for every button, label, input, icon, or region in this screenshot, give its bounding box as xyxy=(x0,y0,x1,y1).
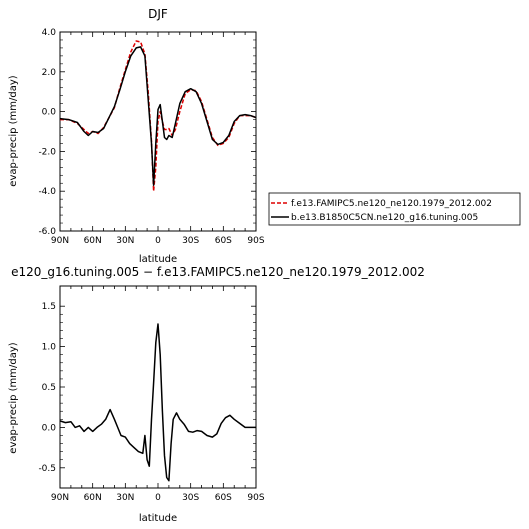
bottom-x-tick-label: 30N xyxy=(116,493,134,503)
bottom-series-line-0 xyxy=(59,323,256,482)
top-y-tick-label: -6.0 xyxy=(38,227,56,237)
top-plot-frame xyxy=(59,31,257,232)
top-x-tick-label: 30N xyxy=(116,236,134,246)
bottom-y-tick-label: 1.5 xyxy=(42,302,56,312)
top-x-tick-label: 90S xyxy=(247,236,264,246)
bottom-x-tick-label: 60N xyxy=(84,493,102,503)
top-series-line-1 xyxy=(59,46,257,186)
legend-label-b1850: b.e13.B1850C5CN.ne120_g16.tuning.005 xyxy=(291,213,478,223)
top-chart-ylabel: evap-precip (mm/day) xyxy=(8,75,19,186)
bottom-y-tick-label: 0.0 xyxy=(42,423,57,433)
bottom-y-tick-label: 1.0 xyxy=(42,343,57,353)
top-x-tick-label: 30S xyxy=(182,236,199,246)
top-y-tick-label: 2.0 xyxy=(42,68,57,78)
bottom-x-tick-label: 60S xyxy=(215,493,232,503)
top-x-tick-label: 90N xyxy=(51,236,69,246)
bottom-chart-title: e120_g16.tuning.005 − f.e13.FAMIPC5.ne12… xyxy=(11,265,425,279)
bottom-x-tick-label: 90N xyxy=(51,493,69,503)
bottom-y-tick-label: 0.5 xyxy=(42,383,56,393)
bottom-plot-frame xyxy=(59,285,257,489)
top-chart-title: DJF xyxy=(148,7,168,21)
bottom-chart-xlabel: latitude xyxy=(139,513,177,524)
top-chart-xlabel: latitude xyxy=(139,254,177,265)
bottom-y-tick-label: -0.5 xyxy=(38,464,56,474)
top-y-tick-label: 0.0 xyxy=(42,108,57,118)
top-x-tick-label: 0 xyxy=(155,236,161,246)
bottom-x-tick-label: 90S xyxy=(247,493,264,503)
top-x-tick-label: 60N xyxy=(84,236,102,246)
legend: f.e13.FAMIPC5.ne120_ne120.1979_2012.002 … xyxy=(268,192,521,226)
bottom-x-tick-label: 30S xyxy=(182,493,199,503)
top-y-tick-label: -4.0 xyxy=(38,187,56,197)
legend-label-fmip: f.e13.FAMIPC5.ne120_ne120.1979_2012.002 xyxy=(291,199,492,209)
bottom-chart-ylabel: evap-precip (mm/day) xyxy=(8,342,19,453)
top-x-tick-label: 60S xyxy=(215,236,232,246)
legend-box xyxy=(268,192,521,226)
top-y-tick-label: -2.0 xyxy=(38,147,56,157)
top-y-tick-label: 4.0 xyxy=(42,28,57,38)
bottom-x-tick-label: 0 xyxy=(155,493,161,503)
